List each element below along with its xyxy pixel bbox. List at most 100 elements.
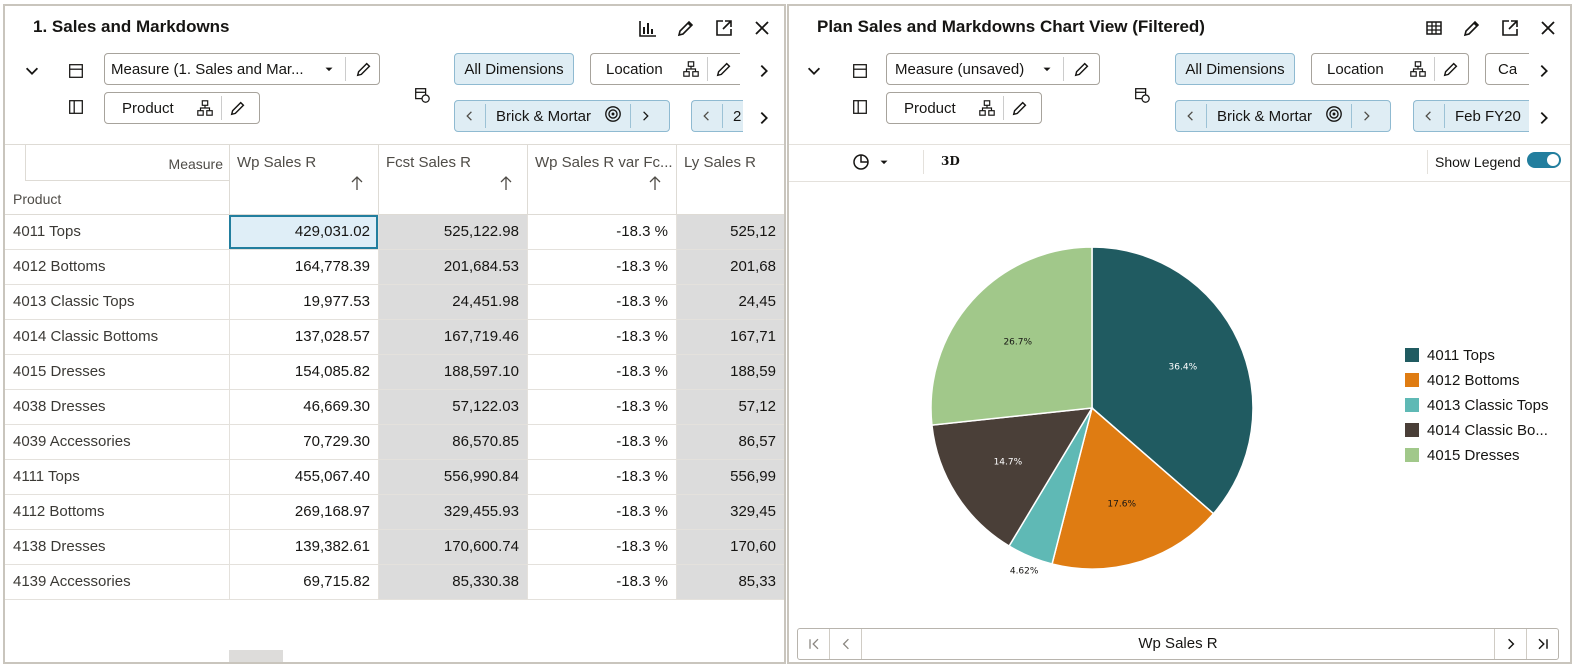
scroll-dimensions-right[interactable] bbox=[751, 58, 777, 84]
column-layout-button[interactable] bbox=[63, 94, 89, 120]
target-icon[interactable] bbox=[1325, 105, 1343, 127]
chevron-left-icon[interactable] bbox=[1414, 109, 1444, 123]
grid-cell-ly[interactable]: 201,68 bbox=[676, 250, 784, 284]
table-row[interactable]: 4111 Tops 455,067.40 556,990.84 -18.3 % 556,… bbox=[5, 460, 784, 495]
grid-cell-ly[interactable]: 86,57 bbox=[676, 425, 784, 459]
calendar-dimension-button[interactable]: Ca bbox=[1485, 53, 1529, 85]
location-dimension-button[interactable]: Location bbox=[590, 53, 740, 85]
legend-item[interactable]: 4013 Classic Tops bbox=[1405, 394, 1548, 416]
grid-cell-fcst[interactable]: 167,719.46 bbox=[378, 320, 527, 354]
grid-cell-var[interactable]: -18.3 % bbox=[527, 355, 676, 389]
pencil-icon[interactable] bbox=[228, 98, 248, 118]
scroll-dimensions-right[interactable] bbox=[1531, 58, 1557, 84]
column-ly-sales-r[interactable]: Ly Sales R bbox=[676, 145, 784, 216]
table-row[interactable]: 4013 Classic Tops 19,977.53 24,451.98 -18.3… bbox=[5, 285, 784, 320]
row-layout-button[interactable] bbox=[847, 58, 873, 84]
grid-cell-var[interactable]: -18.3 % bbox=[527, 320, 676, 354]
grid-cell-var[interactable]: -18.3 % bbox=[527, 250, 676, 284]
table-row[interactable]: 4112 Bottoms 269,168.97 329,455.93 -18.3 % 3… bbox=[5, 495, 784, 530]
grid-cell-wp[interactable]: 455,067.40 bbox=[229, 460, 378, 494]
grid-cell-fcst[interactable]: 57,122.03 bbox=[378, 390, 527, 424]
grid-cell-fcst[interactable]: 24,451.98 bbox=[378, 285, 527, 319]
column-wp-sales-var[interactable]: Wp Sales R var Fc... bbox=[527, 145, 676, 216]
table-view-button[interactable] bbox=[1418, 14, 1450, 42]
grid-cell-wp[interactable]: 46,669.30 bbox=[229, 390, 378, 424]
pie-slice[interactable] bbox=[1091, 246, 1254, 515]
grid-cell-ly[interactable]: 556,99 bbox=[676, 460, 784, 494]
grid-cell-ly[interactable]: 188,59 bbox=[676, 355, 784, 389]
scroll-filters-right[interactable] bbox=[751, 105, 777, 131]
column-wp-sales-r[interactable]: Wp Sales R bbox=[229, 145, 378, 216]
table-row[interactable]: 4014 Classic Bottoms 137,028.57 167,719.46… bbox=[5, 320, 784, 355]
chevron-right-icon[interactable] bbox=[1352, 109, 1380, 123]
grid-cell-wp[interactable]: 154,085.82 bbox=[229, 355, 378, 389]
pivot-button[interactable] bbox=[409, 82, 435, 108]
grid-cell-fcst[interactable]: 556,990.84 bbox=[378, 460, 527, 494]
grid-cell-var[interactable]: -18.3 % bbox=[527, 530, 676, 564]
measure-dropdown[interactable]: Measure (1. Sales and Mar... bbox=[104, 53, 380, 85]
grid-cell-ly[interactable]: 57,12 bbox=[676, 390, 784, 424]
grid-cell-var[interactable]: -18.3 % bbox=[527, 425, 676, 459]
grid-cell-wp[interactable]: 429,031.02 bbox=[229, 215, 378, 249]
grid-cell-fcst[interactable]: 86,570.85 bbox=[378, 425, 527, 459]
grid-cell-wp[interactable]: 139,382.61 bbox=[229, 530, 378, 564]
table-row[interactable]: 4011 Tops 429,031.02 525,122.98 -18.3 % 525,… bbox=[5, 215, 784, 250]
table-row[interactable]: 4138 Dresses 139,382.61 170,600.74 -18.3 % 1… bbox=[5, 530, 784, 565]
expand-button[interactable] bbox=[1494, 14, 1526, 42]
pie-slice[interactable] bbox=[930, 246, 1093, 426]
pencil-icon[interactable] bbox=[1010, 98, 1030, 118]
horizontal-scrollbar-thumb[interactable] bbox=[229, 650, 283, 662]
show-legend-switch[interactable] bbox=[1527, 152, 1561, 168]
grid-cell-ly[interactable]: 525,12 bbox=[676, 215, 784, 249]
chart-view-button[interactable] bbox=[632, 14, 664, 42]
row-layout-button[interactable] bbox=[63, 58, 89, 84]
product-dimension-button[interactable]: Product bbox=[104, 92, 260, 124]
pie-slice[interactable] bbox=[931, 407, 1094, 548]
chart-type-dropdown[interactable] bbox=[851, 150, 895, 174]
table-row[interactable]: 4038 Dresses 46,669.30 57,122.03 -18.3 % 57,… bbox=[5, 390, 784, 425]
grid-cell-ly[interactable]: 170,60 bbox=[676, 530, 784, 564]
grid-cell-ly[interactable]: 85,33 bbox=[676, 565, 784, 599]
table-row[interactable]: 4039 Accessories 70,729.30 86,570.85 -18.3 … bbox=[5, 425, 784, 460]
location-dimension-button[interactable]: Location bbox=[1311, 53, 1469, 85]
measure-dropdown[interactable]: Measure (unsaved) bbox=[886, 53, 1100, 85]
pencil-icon[interactable] bbox=[714, 59, 734, 79]
grid-cell-var[interactable]: -18.3 % bbox=[527, 390, 676, 424]
column-layout-button[interactable] bbox=[847, 94, 873, 120]
product-dimension-button[interactable]: Product bbox=[886, 92, 1042, 124]
grid-cell-wp[interactable]: 137,028.57 bbox=[229, 320, 378, 354]
grid-cell-fcst[interactable]: 329,455.93 bbox=[378, 495, 527, 529]
grid-cell-var[interactable]: -18.3 % bbox=[527, 285, 676, 319]
grid-cell-var[interactable]: -18.3 % bbox=[527, 565, 676, 599]
legend-item[interactable]: 4015 Dresses bbox=[1405, 444, 1520, 466]
last-page-button[interactable] bbox=[1526, 629, 1558, 659]
legend-item[interactable]: 4014 Classic Bo... bbox=[1405, 419, 1548, 441]
collapse-toolbar-button[interactable] bbox=[801, 58, 827, 84]
table-row[interactable]: 4139 Accessories 69,715.82 85,330.38 -18.3 … bbox=[5, 565, 784, 600]
grid-cell-fcst[interactable]: 85,330.38 bbox=[378, 565, 527, 599]
chevron-left-icon[interactable] bbox=[692, 109, 722, 123]
all-dimensions-button[interactable]: All Dimensions bbox=[454, 53, 574, 85]
grid-cell-wp[interactable]: 269,168.97 bbox=[229, 495, 378, 529]
previous-page-button[interactable] bbox=[830, 629, 862, 659]
table-row[interactable]: 4015 Dresses 154,085.82 188,597.10 -18.3 % 1… bbox=[5, 355, 784, 390]
target-icon[interactable] bbox=[604, 105, 622, 127]
grid-cell-fcst[interactable]: 201,684.53 bbox=[378, 250, 527, 284]
table-row[interactable]: 4012 Bottoms 164,778.39 201,684.53 -18.3 % 2… bbox=[5, 250, 784, 285]
next-page-button[interactable] bbox=[1494, 629, 1526, 659]
chevron-left-icon[interactable] bbox=[1176, 109, 1206, 123]
grid-cell-ly[interactable]: 24,45 bbox=[676, 285, 784, 319]
pencil-icon[interactable] bbox=[354, 59, 374, 79]
close-button[interactable] bbox=[746, 14, 778, 42]
grid-cell-var[interactable]: -18.3 % bbox=[527, 460, 676, 494]
all-dimensions-button[interactable]: All Dimensions bbox=[1175, 53, 1295, 85]
grid-cell-wp[interactable]: 69,715.82 bbox=[229, 565, 378, 599]
grid-cell-fcst[interactable]: 188,597.10 bbox=[378, 355, 527, 389]
legend-item[interactable]: 4011 Tops bbox=[1405, 344, 1495, 366]
grid-cell-ly[interactable]: 329,45 bbox=[676, 495, 784, 529]
3d-toggle[interactable]: 3D bbox=[941, 154, 960, 168]
chevron-right-icon[interactable] bbox=[631, 109, 659, 123]
grid-cell-wp[interactable]: 164,778.39 bbox=[229, 250, 378, 284]
column-fcst-sales-r[interactable]: Fcst Sales R bbox=[378, 145, 527, 216]
pencil-icon[interactable] bbox=[1441, 59, 1461, 79]
